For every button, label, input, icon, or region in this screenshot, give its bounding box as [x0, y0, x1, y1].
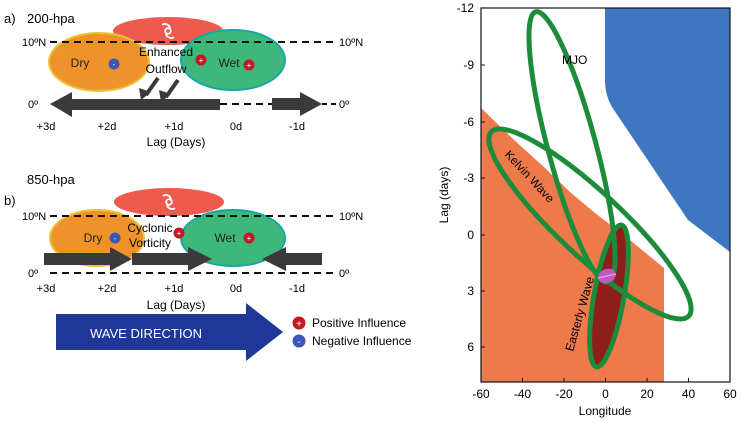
- legend-negative-icon: -: [292, 334, 306, 348]
- tick-minus1d: -1d: [289, 283, 305, 295]
- positive-influence-marker: +: [243, 59, 255, 71]
- hurricane-icon: [162, 194, 176, 210]
- panel-a-letter: a): [4, 11, 16, 26]
- y-tick-label: 0: [467, 228, 474, 242]
- y-tick-marks: [481, 7, 485, 348]
- cyclonic-vorticity-line2: Vorticity: [129, 236, 171, 250]
- x-tick-label: 60: [723, 387, 737, 401]
- panel-a-axis-label: Lag (Days): [147, 135, 206, 149]
- panel-a: a) 200-hpa Dry - Wet + + 10ºN 10ºN: [4, 11, 363, 149]
- equator-left: 0º: [28, 99, 38, 111]
- x-tick-label: 0: [602, 387, 609, 401]
- lag-longitude-chart: -60 -40 -20 0 20 40 60 Longitude -12 -9 …: [437, 1, 737, 418]
- tick-plus3d: +3d: [37, 283, 56, 295]
- positive-influence-marker: +: [173, 227, 185, 239]
- panel-b: b) 850-hpa Dry - Wet + 10ºN 10ºN Cycloni…: [4, 172, 363, 312]
- y-tick-label: -12: [457, 1, 475, 15]
- outflow-arrows: [139, 76, 180, 102]
- lat-10n-left: 10ºN: [22, 211, 46, 223]
- svg-text:-: -: [297, 337, 300, 348]
- x-tick-label: -20: [555, 387, 573, 401]
- tick-0d: 0d: [230, 283, 242, 295]
- positive-influence-marker: +: [243, 232, 255, 244]
- equator-left: 0º: [28, 268, 38, 280]
- hurricane-icon: [161, 23, 175, 39]
- equator-right: 0º: [339, 268, 349, 280]
- svg-text:-: -: [113, 60, 116, 69]
- x-tick-label: 40: [682, 387, 696, 401]
- easterly-wave-ellipse: [587, 222, 631, 370]
- y-axis-label: Lag (days): [437, 167, 451, 224]
- dry-region-ellipse: [48, 32, 150, 92]
- dry-label: Dry: [71, 56, 90, 70]
- blue-region: [605, 8, 730, 252]
- svg-text:-: -: [114, 234, 117, 243]
- y-tick-label: -3: [463, 171, 474, 185]
- x-axis-label: Longitude: [579, 404, 632, 418]
- tick-plus3d: +3d: [37, 121, 56, 133]
- eastward-outflow-arrow: [272, 92, 322, 116]
- x-tick-label: -60: [472, 387, 490, 401]
- dry-region-ellipse: [49, 209, 145, 267]
- wet-label: Wet: [214, 231, 236, 245]
- mjo-label: MJO: [562, 53, 587, 67]
- y-tick-label: -9: [463, 58, 474, 72]
- panel-b-letter: b): [4, 193, 16, 208]
- tick-plus2d: +2d: [98, 283, 117, 295]
- wet-label: Wet: [218, 56, 240, 70]
- legend: + Positive Influence - Negative Influenc…: [292, 316, 412, 348]
- easterly-flow-arrow: [262, 247, 322, 271]
- equator-right: 0º: [339, 99, 349, 111]
- legend-positive-icon: +: [292, 316, 306, 330]
- dry-label: Dry: [84, 231, 103, 245]
- low-level-flow-arrow: [44, 247, 132, 271]
- wave-direction-label: WAVE DIRECTION: [90, 326, 202, 341]
- panel-b-level: 850-hpa: [27, 172, 75, 187]
- lat-10n-right: 10ºN: [339, 211, 363, 223]
- x-tick-label: -40: [514, 387, 532, 401]
- negative-influence-marker: -: [108, 58, 120, 70]
- y-tick-label: 3: [467, 284, 474, 298]
- kelvin-wave-ellipse: [486, 126, 694, 322]
- lat-10n-right: 10ºN: [339, 37, 363, 49]
- negative-influence-marker: -: [109, 232, 121, 244]
- enhanced-outflow-line1: Enhanced: [139, 45, 193, 59]
- x-tick-label: 20: [640, 387, 654, 401]
- legend-negative-label: Negative Influence: [312, 334, 412, 348]
- svg-text:+: +: [247, 234, 252, 243]
- panel-a-level: 200-hpa: [27, 11, 75, 26]
- tick-plus1d: +1d: [165, 121, 184, 133]
- tick-minus1d: -1d: [289, 121, 305, 133]
- low-level-flow-arrow: [132, 247, 212, 271]
- cyclone-center-icon: [597, 268, 617, 284]
- svg-text:+: +: [177, 229, 182, 238]
- tick-plus1d: +1d: [165, 283, 184, 295]
- wave-direction-arrow: WAVE DIRECTION: [56, 303, 283, 361]
- tick-plus2d: +2d: [98, 121, 117, 133]
- lat-10n-left: 10ºN: [22, 37, 46, 49]
- tropical-cyclone-ellipse: [114, 188, 224, 216]
- y-tick-label: 6: [467, 340, 474, 354]
- svg-text:+: +: [247, 61, 252, 70]
- panel-b-axis-label: Lag (Days): [147, 298, 206, 312]
- tropical-cyclone-ellipse: [113, 17, 223, 45]
- westward-outflow-arrow: [50, 92, 220, 117]
- enhanced-outflow-line2: Outflow: [146, 62, 187, 76]
- svg-text:+: +: [296, 319, 302, 330]
- positive-influence-marker: +: [195, 54, 207, 66]
- x-tick-marks: [480, 378, 731, 382]
- svg-text:+: +: [199, 56, 204, 65]
- tick-0d: 0d: [230, 121, 242, 133]
- wet-region-ellipse: [180, 29, 286, 91]
- cyclonic-vorticity-line1: Cyclonic: [127, 221, 172, 235]
- y-tick-label: -6: [463, 115, 474, 129]
- legend-positive-label: Positive Influence: [312, 316, 406, 330]
